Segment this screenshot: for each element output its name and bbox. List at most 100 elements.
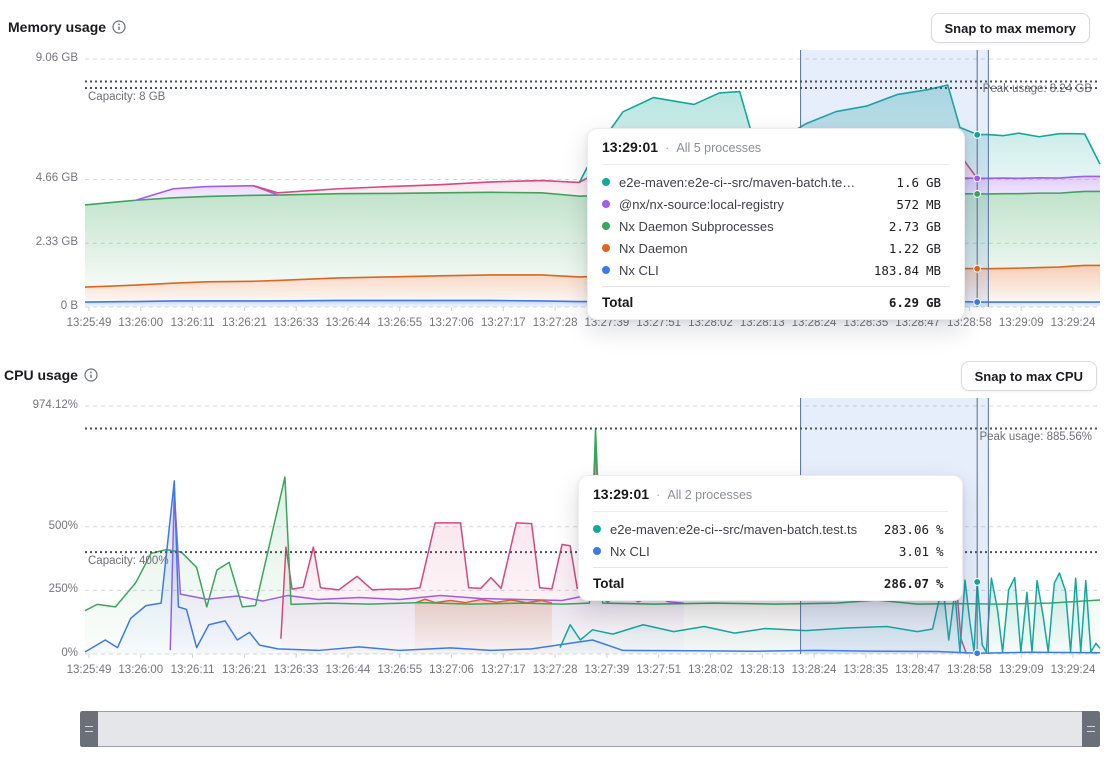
memory-peak-label: Peak usage: 8.24 GB	[983, 83, 1092, 95]
tooltip-total-label: Total	[593, 576, 865, 591]
hover-dot	[974, 131, 981, 138]
cpu-tooltip: 13:29:01 · All 2 processes e2e-maven:e2e…	[578, 475, 963, 601]
process-value: 183.84	[861, 263, 919, 278]
process-unit: GB	[926, 175, 950, 190]
tooltip-total-row: Total 286.07 %	[593, 567, 948, 591]
x-axis-label: 13:25:49	[67, 664, 112, 676]
x-axis-label: 13:29:24	[1051, 664, 1096, 676]
y-axis-label: 4.66 GB	[0, 172, 78, 184]
process-unit: %	[936, 522, 948, 537]
x-axis-label: 13:27:17	[481, 317, 526, 329]
grip-icon	[85, 726, 93, 732]
dot-separator: ·	[656, 487, 660, 502]
y-axis-label: 974.12%	[0, 399, 78, 411]
x-axis-label: 13:26:44	[326, 664, 371, 676]
process-unit: %	[936, 544, 948, 559]
process-unit: MB	[926, 197, 950, 212]
series-color-dot	[602, 222, 610, 230]
tooltip-subtitle: All 5 processes	[676, 141, 761, 155]
x-axis-label: 13:27:39	[585, 664, 630, 676]
x-axis-label: 13:27:17	[481, 664, 526, 676]
cpu-peak-label: Peak usage: 885.56%	[979, 431, 1092, 443]
x-axis-label: 13:29:09	[999, 317, 1044, 329]
brush-selected-range[interactable]	[99, 712, 1081, 746]
y-axis-label: 9.06 GB	[0, 52, 78, 64]
tooltip-rows: e2e-maven:e2e-ci--src/maven-batch.test.t…	[602, 164, 950, 281]
tooltip-subtitle: All 2 processes	[667, 488, 752, 502]
x-axis-label: 13:27:28	[533, 317, 578, 329]
tooltip-row: e2e-maven:e2e-ci--src/maven-batch.test.t…	[602, 171, 950, 193]
tooltip-header: 13:29:01 · All 2 processes	[593, 486, 948, 502]
x-axis-label: 13:26:11	[171, 664, 215, 676]
y-axis-label: 2.33 GB	[0, 236, 78, 248]
x-axis-label: 13:26:44	[326, 317, 371, 329]
process-value: 1.22	[861, 241, 919, 256]
tooltip-time: 13:29:01	[593, 486, 649, 502]
y-axis-label: 250%	[0, 583, 78, 595]
x-axis-label: 13:29:09	[999, 664, 1044, 676]
tooltip-total-value: 6.29	[861, 295, 919, 310]
process-name: Nx CLI	[610, 544, 865, 559]
x-axis-label: 13:28:35	[843, 664, 888, 676]
y-axis-label: 0 B	[0, 300, 78, 312]
info-icon[interactable]	[112, 20, 126, 34]
cpu-capacity-label: Capacity: 400%	[88, 555, 169, 567]
series-color-dot	[602, 200, 610, 208]
tooltip-rows: e2e-maven:e2e-ci--src/maven-batch.test.t…	[593, 511, 948, 562]
series-color-dot	[602, 178, 610, 186]
x-axis-label: 13:28:02	[688, 664, 733, 676]
hover-dot	[974, 265, 981, 272]
info-icon[interactable]	[84, 368, 98, 382]
process-name: e2e-maven:e2e-ci--src/maven-batch.test.t…	[619, 175, 861, 190]
tooltip-row: Nx Daemon Subprocesses2.73GB	[602, 215, 950, 237]
tooltip-total-unit: GB	[926, 295, 950, 310]
x-axis-label: 13:25:49	[67, 317, 112, 329]
tooltip-row: Nx CLI183.84MB	[602, 259, 950, 281]
process-name: e2e-maven:e2e-ci--src/maven-batch.test.t…	[610, 522, 865, 537]
x-axis-label: 13:26:11	[171, 317, 215, 329]
x-axis-label: 13:26:33	[274, 317, 319, 329]
x-axis-label: 13:26:33	[274, 664, 319, 676]
tooltip-row: Nx Daemon1.22 GB	[602, 237, 950, 259]
process-value: 1.6	[861, 175, 919, 190]
snap-to-max-cpu-button[interactable]: Snap to max CPU	[961, 361, 1097, 391]
x-axis-label: 13:26:21	[222, 664, 267, 676]
memory-capacity-label: Capacity: 8 GB	[88, 91, 165, 103]
process-name: Nx Daemon	[619, 241, 861, 256]
process-name: @nx/nx-source:local-registry	[619, 197, 861, 212]
tooltip-total-label: Total	[602, 295, 861, 310]
x-axis-label: 13:27:28	[533, 664, 578, 676]
memory-usage-title: Memory usage	[8, 19, 106, 35]
process-value: 572	[861, 197, 919, 212]
brush-handle-right[interactable]	[1082, 711, 1100, 747]
memory-tooltip: 13:29:01 · All 5 processes e2e-maven:e2e…	[587, 128, 965, 320]
hover-dot	[974, 299, 981, 306]
hover-dot	[974, 191, 981, 198]
hover-dot	[974, 650, 981, 657]
time-range-brush[interactable]	[80, 711, 1100, 747]
memory-section-header: Memory usage	[8, 19, 126, 35]
x-axis-label: 13:26:21	[222, 317, 267, 329]
y-axis-label: 0%	[0, 647, 78, 659]
snap-to-max-memory-button[interactable]: Snap to max memory	[931, 13, 1091, 43]
hover-dot	[974, 175, 981, 182]
tooltip-row: @nx/nx-source:local-registry572 MB	[602, 193, 950, 215]
cpu-usage-title: CPU usage	[4, 367, 78, 383]
x-axis-label: 13:26:55	[377, 317, 422, 329]
x-axis-label: 13:29:24	[1051, 317, 1096, 329]
x-axis-label: 13:28:58	[947, 664, 992, 676]
hover-dot	[974, 579, 981, 586]
process-value: 3.01	[865, 544, 929, 559]
process-value: 2.73	[861, 219, 919, 234]
process-name: Nx CLI	[619, 263, 861, 278]
process-unit: GB	[926, 241, 950, 256]
brush-handle-left[interactable]	[80, 711, 98, 747]
process-unit: GB	[926, 219, 950, 234]
process-value: 283.06	[865, 522, 929, 537]
grip-icon	[1087, 726, 1095, 732]
x-axis-label: 13:27:06	[429, 317, 474, 329]
series-color-dot	[602, 266, 610, 274]
cpu-section-header: CPU usage	[4, 367, 98, 383]
x-axis-label: 13:27:06	[429, 664, 474, 676]
x-axis-label: 13:28:47	[895, 664, 940, 676]
